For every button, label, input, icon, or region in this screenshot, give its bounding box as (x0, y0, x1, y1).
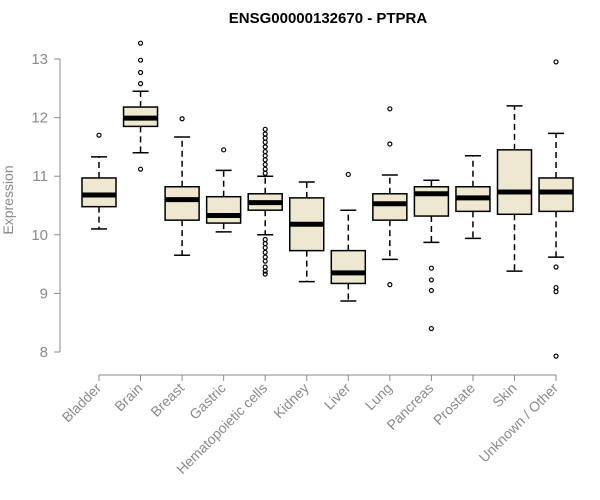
box-bladder (81, 132, 117, 230)
outlier-point (345, 171, 351, 178)
x-tick-label: Skin (489, 380, 520, 411)
outlier-point (262, 153, 268, 159)
outlier-point (262, 258, 268, 264)
y-tick-label: 8 (40, 344, 48, 361)
box-prostate (455, 154, 491, 240)
box-liver (330, 171, 367, 302)
outlier-point (262, 139, 268, 145)
box-iqr (538, 177, 574, 213)
outlier-point (262, 271, 268, 277)
outlier-point (262, 161, 268, 168)
outlier-point (262, 131, 268, 137)
outlier-point (137, 57, 144, 63)
y-tick-label: 13 (31, 51, 48, 68)
x-tick-label: Brain (111, 380, 145, 414)
y-tick-label: 12 (31, 110, 48, 127)
y-tick-label: 11 (32, 168, 48, 185)
box-unknown-other (538, 59, 574, 359)
outlier-point (262, 240, 268, 247)
outlier-point (262, 157, 268, 163)
box-iqr (372, 193, 408, 221)
outlier-point (262, 264, 268, 270)
outlier-point (387, 282, 393, 288)
outlier-point (262, 170, 268, 176)
box-iqr (81, 177, 117, 208)
outlier-point (262, 249, 268, 255)
box-iqr (164, 185, 200, 221)
outlier-point (262, 135, 268, 141)
x-tick-label: Bladder (59, 380, 105, 426)
x-tick-label: Prostate (430, 380, 478, 428)
box-iqr (413, 185, 450, 217)
outlier-point (262, 148, 268, 155)
outlier-point (428, 265, 434, 271)
outlier-point (387, 106, 393, 112)
outlier-point (137, 69, 144, 76)
outlier-point (262, 126, 268, 132)
x-tick-label: Lung (362, 380, 395, 413)
box-pancreas (413, 179, 450, 332)
y-tick-label: 10 (31, 227, 48, 244)
box-brain (122, 40, 159, 172)
outlier-point (137, 40, 144, 46)
x-tick-label: Breast (147, 380, 187, 420)
outlier-point (428, 287, 434, 294)
box-breast (164, 116, 200, 257)
box-iqr (330, 249, 367, 285)
outlier-point (262, 144, 268, 150)
outlier-point (262, 245, 268, 251)
outlier-point (428, 277, 434, 283)
y-tick-label: 9 (40, 285, 48, 302)
outlier-point (262, 254, 268, 260)
outlier-point (262, 166, 268, 172)
boxes-group (81, 40, 574, 359)
outlier-point (553, 353, 559, 359)
outlier-point (387, 141, 393, 147)
outlier-point (553, 289, 559, 295)
y-axis-label: Expression (0, 165, 16, 234)
box-iqr (205, 195, 242, 224)
box-skin (496, 105, 533, 272)
outlier-point (137, 166, 144, 172)
box-kidney (289, 181, 325, 283)
outlier-point (262, 236, 268, 243)
box-lung (372, 106, 408, 288)
box-iqr (496, 149, 533, 216)
box-hematopoietic-cells (247, 126, 283, 277)
box-gastric (205, 147, 242, 233)
outlier-point (179, 116, 185, 122)
outlier-point (553, 284, 559, 291)
y-axis: 8 9 10 11 12 13 (31, 51, 61, 361)
x-tick-label: Liver (321, 380, 354, 413)
outlier-point (96, 132, 102, 138)
outlier-point (428, 325, 434, 332)
outlier-point (553, 59, 559, 65)
outlier-point (137, 81, 144, 87)
outlier-point (221, 147, 227, 153)
x-tick-label: Unknown / Other (476, 380, 562, 466)
x-tick-label: Kidney (270, 380, 312, 422)
outlier-point (553, 264, 559, 270)
chart-title: ENSG00000132670 - PTPRA (229, 10, 428, 27)
